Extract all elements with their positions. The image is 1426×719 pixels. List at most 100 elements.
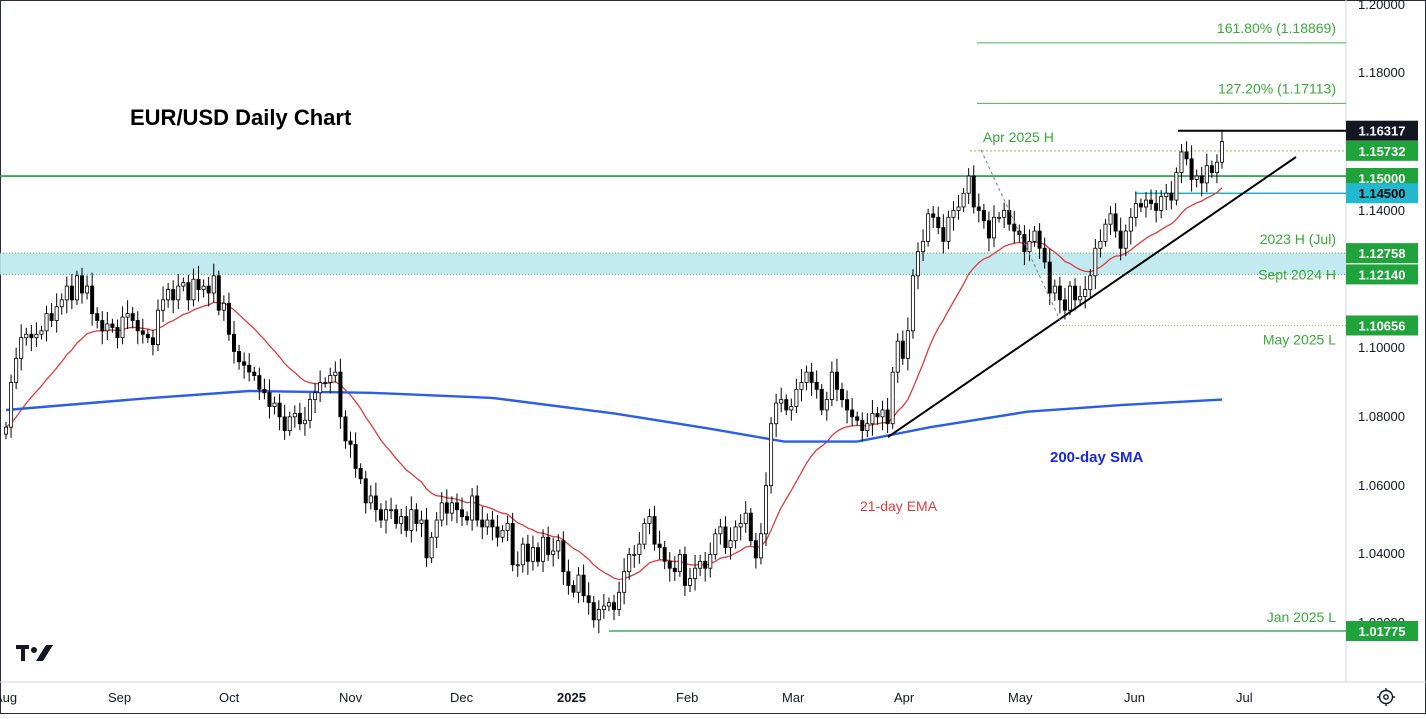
candle-body xyxy=(115,326,120,339)
candle-body xyxy=(226,302,231,335)
candle-body xyxy=(353,443,358,469)
level-label: 2023 H (Jul) xyxy=(1260,231,1336,247)
candle-body xyxy=(69,285,74,301)
candle-body xyxy=(480,519,485,528)
candle-body xyxy=(875,412,880,418)
candle-body xyxy=(723,526,728,548)
candle-body xyxy=(419,519,424,524)
candle-body xyxy=(804,371,809,383)
candle-body xyxy=(784,399,789,411)
time-tick-nov: Nov xyxy=(339,690,363,705)
candle-body xyxy=(1047,261,1052,294)
candle-body xyxy=(956,206,961,211)
candle-body xyxy=(561,540,566,573)
candle-body xyxy=(1128,216,1133,232)
candle-body xyxy=(363,478,368,504)
candle-body xyxy=(495,526,500,538)
candle-body xyxy=(459,509,464,518)
candle-body xyxy=(454,502,459,511)
time-tick-sep: Sep xyxy=(108,690,131,705)
candle-body xyxy=(328,375,333,383)
candle-body xyxy=(1164,192,1169,198)
candle-body xyxy=(1154,203,1159,211)
logo-icon xyxy=(16,645,53,661)
candle-body xyxy=(976,206,981,211)
candle-body xyxy=(4,426,9,435)
candle-body xyxy=(1174,172,1179,201)
candle-body xyxy=(1209,165,1214,173)
time-tick-oct: Oct xyxy=(219,690,240,705)
candle-body xyxy=(166,289,171,301)
candle-body xyxy=(110,323,115,328)
time-tick-apr: Apr xyxy=(894,690,915,705)
candle-body xyxy=(916,251,921,277)
candle-body xyxy=(267,392,272,407)
candle-body xyxy=(485,519,490,528)
candle-body xyxy=(191,278,196,301)
candle-body xyxy=(120,316,125,339)
candle-body xyxy=(1078,296,1083,301)
time-tick-may: May xyxy=(1008,690,1033,705)
price-tick: 1.20000 xyxy=(1358,0,1405,12)
candle-body xyxy=(1032,230,1037,242)
candle-body xyxy=(652,516,657,545)
candle-body xyxy=(1194,175,1199,180)
candle-body xyxy=(981,210,986,222)
candle-body xyxy=(221,302,226,311)
candle-body xyxy=(515,564,520,567)
sma-label: 200-day SMA xyxy=(1050,449,1144,466)
time-axis: Aug Sep Oct Nov Dec 2025 Feb Mar Apr May… xyxy=(0,690,1253,705)
time-tick-2025: 2025 xyxy=(557,690,586,705)
candle-body xyxy=(530,547,535,562)
candle-body xyxy=(1159,196,1164,211)
price-badge-label: 1.01775 xyxy=(1359,624,1406,639)
candle-body xyxy=(966,175,971,194)
candle-body xyxy=(85,285,90,294)
candle-body xyxy=(910,275,915,332)
candle-body xyxy=(161,299,166,311)
level-label: May 2025 L xyxy=(1263,331,1336,347)
candle-body xyxy=(576,574,581,593)
candle-body xyxy=(1169,192,1174,201)
candle-body xyxy=(313,392,318,401)
candle-body xyxy=(1088,275,1093,290)
candle-body xyxy=(383,509,388,521)
candle-body xyxy=(520,543,525,566)
candle-body xyxy=(819,388,824,411)
time-tick-feb: Feb xyxy=(676,690,698,705)
candle-body xyxy=(748,512,753,542)
candle-body xyxy=(794,388,799,407)
candle-body xyxy=(946,216,951,242)
candle-body xyxy=(1179,151,1184,173)
candle-body xyxy=(145,333,150,339)
candle-body xyxy=(470,495,475,521)
settings-gear-icon[interactable] xyxy=(1377,688,1395,706)
candle-body xyxy=(541,536,546,562)
trendlines xyxy=(887,149,1297,438)
candle-body xyxy=(1068,285,1073,311)
candle-body xyxy=(9,382,14,428)
candle-body xyxy=(941,227,946,242)
candle-body xyxy=(399,516,404,524)
price-tick: 1.06000 xyxy=(1358,478,1405,493)
candle-body xyxy=(799,382,804,390)
candle-body xyxy=(566,571,571,586)
candle-body xyxy=(551,550,556,555)
level-labels: 161.80% (1.18869) 127.20% (1.17113) Apr 20… xyxy=(983,20,1336,625)
candle-body xyxy=(181,282,186,287)
candle-body xyxy=(824,399,829,411)
candle-body xyxy=(895,340,900,373)
candle-body xyxy=(926,213,931,242)
candle-body xyxy=(1123,230,1128,249)
candle-body xyxy=(100,320,105,332)
candle-body xyxy=(252,371,257,376)
candle-body xyxy=(297,412,302,425)
candle-body xyxy=(74,275,79,301)
candle-body xyxy=(323,382,328,384)
candle-body xyxy=(738,523,743,528)
candle-body xyxy=(171,289,176,301)
candle-body xyxy=(343,416,348,442)
candle-body xyxy=(1144,199,1149,208)
